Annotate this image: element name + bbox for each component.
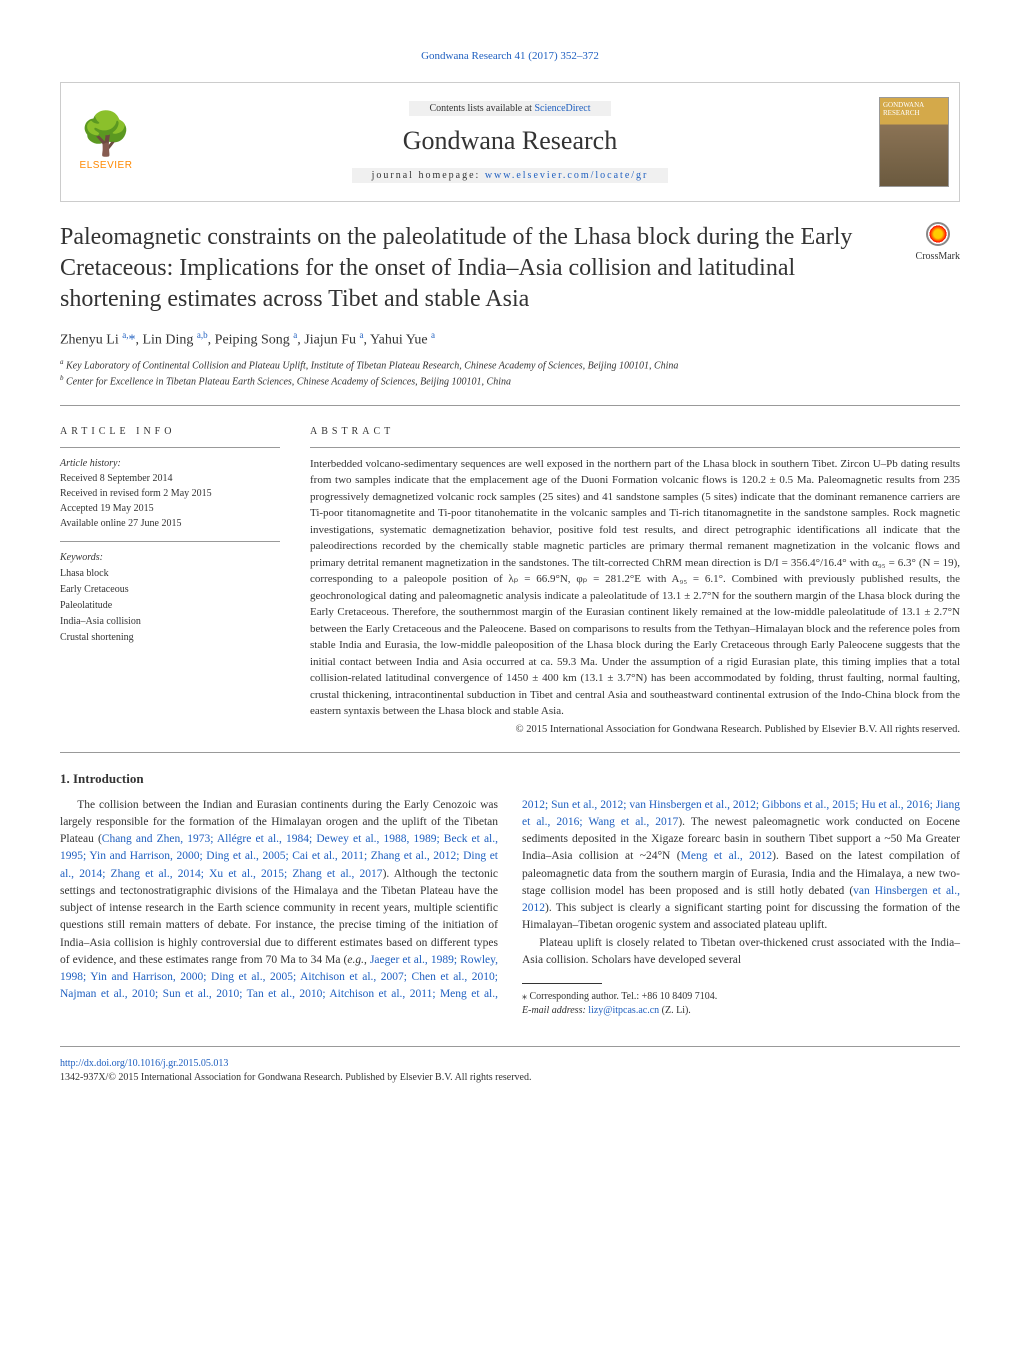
crossmark-label: CrossMark	[916, 251, 960, 262]
citation-link[interactable]: Jaeger et al., 1989; Rowley, 1998; Yin a…	[60, 799, 960, 1001]
history-block: Article history: Received 8 September 20…	[60, 456, 280, 531]
keywords-label: Keywords:	[60, 550, 280, 566]
paragraph: The collision between the Indian and Eur…	[60, 797, 960, 1019]
footnote-separator	[522, 983, 602, 984]
meta-section: ARTICLE INFO Article history: Received 8…	[60, 424, 960, 753]
contents-line: Contents lists available at ScienceDirec…	[409, 101, 610, 116]
header-citation: Gondwana Research 41 (2017) 352–372	[60, 50, 960, 62]
crossmark-widget[interactable]: CrossMark	[916, 222, 960, 262]
info-heading: ARTICLE INFO	[60, 424, 280, 439]
banner-center: Contents lists available at ScienceDirec…	[151, 83, 869, 201]
affiliation-a: a Key Laboratory of Continental Collisio…	[60, 358, 960, 373]
history-line: Received in revised form 2 May 2015	[60, 486, 280, 501]
crossmark-icon	[926, 222, 950, 246]
article-info: ARTICLE INFO Article history: Received 8…	[60, 424, 280, 738]
body-columns: The collision between the Indian and Eur…	[60, 797, 960, 1019]
keyword: Early Cretaceous	[60, 582, 280, 598]
sciencedirect-link[interactable]: ScienceDirect	[534, 103, 590, 114]
page-footer: http://dx.doi.org/10.1016/j.gr.2015.05.0…	[60, 1046, 960, 1085]
email-label: E-mail address:	[522, 1005, 586, 1016]
publisher-logo: 🌳 ELSEVIER	[61, 83, 151, 201]
keyword: Lhasa block	[60, 566, 280, 582]
footer-copyright: 1342-937X/© 2015 International Associati…	[60, 1072, 532, 1083]
corresponding-text: Corresponding author. Tel.: +86 10 8409 …	[530, 991, 718, 1002]
section-heading: 1. Introduction	[60, 771, 960, 787]
cover-text: GONDWANA RESEARCH	[883, 101, 924, 117]
history-line: Accepted 19 May 2015	[60, 501, 280, 516]
keywords-block: Keywords: Lhasa block Early Cretaceous P…	[60, 550, 280, 646]
history-label: Article history:	[60, 456, 280, 471]
keyword: Crustal shortening	[60, 630, 280, 646]
abstract-copyright: © 2015 International Association for Gon…	[310, 722, 960, 738]
elsevier-tree-icon: 🌳	[80, 114, 132, 156]
abstract-heading: ABSTRACT	[310, 424, 960, 439]
abstract-text: Interbedded volcano-sedimentary sequence…	[310, 456, 960, 720]
journal-banner: 🌳 ELSEVIER Contents lists available at S…	[60, 82, 960, 202]
citation-link[interactable]: Meng et al., 2012	[681, 850, 773, 862]
affiliations: a Key Laboratory of Continental Collisio…	[60, 358, 960, 389]
journal-cover: GONDWANA RESEARCH	[869, 83, 959, 201]
cover-thumbnail: GONDWANA RESEARCH	[879, 97, 949, 187]
affiliation-b: b Center for Excellence in Tibetan Plate…	[60, 374, 960, 389]
homepage-prefix: journal homepage:	[372, 170, 485, 181]
contents-prefix: Contents lists available at	[429, 103, 534, 114]
article-header: CrossMark Paleomagnetic constraints on t…	[60, 222, 960, 406]
corresponding-marker: ⁎	[522, 991, 527, 1002]
keyword: Paleolatitude	[60, 598, 280, 614]
history-line: Available online 27 June 2015	[60, 516, 280, 531]
journal-title: Gondwana Research	[403, 126, 617, 156]
corresponding-author-note: ⁎ Corresponding author. Tel.: +86 10 840…	[522, 990, 960, 1018]
keyword: India–Asia collision	[60, 614, 280, 630]
abstract: ABSTRACT Interbedded volcano-sedimentary…	[310, 424, 960, 738]
history-line: Received 8 September 2014	[60, 471, 280, 486]
doi-link[interactable]: http://dx.doi.org/10.1016/j.gr.2015.05.0…	[60, 1058, 228, 1069]
email-link[interactable]: lizy@itpcas.ac.cn	[588, 1005, 659, 1016]
homepage-line: journal homepage: www.elsevier.com/locat…	[352, 168, 669, 183]
citation-link[interactable]: Gondwana Research 41 (2017) 352–372	[421, 50, 599, 62]
publisher-name: ELSEVIER	[80, 160, 133, 171]
body-section: 1. Introduction The collision between th…	[60, 771, 960, 1019]
paragraph: Plateau uplift is closely related to Tib…	[522, 935, 960, 970]
email-suffix: (Z. Li).	[662, 1005, 691, 1016]
article-title: Paleomagnetic constraints on the paleola…	[60, 222, 960, 316]
homepage-link[interactable]: www.elsevier.com/locate/gr	[485, 170, 649, 181]
author-list: Zhenyu Li a,*, Lin Ding a,b, Peiping Son…	[60, 330, 960, 349]
